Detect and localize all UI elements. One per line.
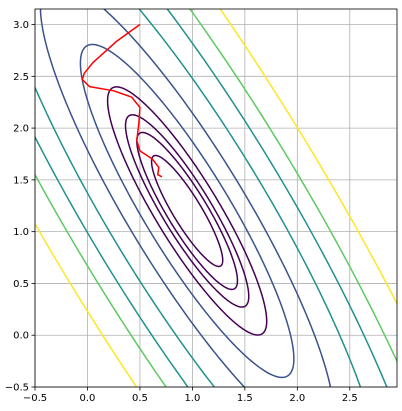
x-tick-label: 1.5 <box>237 393 253 404</box>
plot-frame <box>34 8 398 388</box>
y-axis: −0.5 0.0 0.5 1.0 1.5 2.0 2.5 3.0 <box>5 20 35 394</box>
data-series <box>81 23 163 178</box>
y-tick-label: 2.0 <box>13 124 29 135</box>
y-tick-label: 2.5 <box>13 72 29 83</box>
x-tick-label: 2.5 <box>342 393 358 404</box>
contour-level-line <box>150 154 224 268</box>
y-tick-label: 0.5 <box>13 279 29 290</box>
x-tick-label: 0.0 <box>80 393 96 404</box>
y-tick-label: −0.5 <box>5 383 29 394</box>
contour-level-line <box>136 131 239 291</box>
contour-level-line <box>35 9 362 387</box>
x-tick-label: 0.5 <box>132 393 148 404</box>
x-tick-label: 1.0 <box>184 393 200 404</box>
contour-level-line <box>124 114 250 308</box>
x-tick-label: −0.5 <box>23 393 47 404</box>
y-tick-label: 0.0 <box>13 331 29 342</box>
contour-level-line <box>106 86 268 336</box>
trajectory-line <box>81 23 163 178</box>
contour-level-line <box>79 43 295 379</box>
y-tick-label: 1.0 <box>13 227 29 238</box>
y-tick-label: 3.0 <box>13 20 29 31</box>
x-tick-label: 2.0 <box>289 393 305 404</box>
x-axis: −0.5 0.0 0.5 1.0 1.5 2.0 2.5 <box>23 387 358 404</box>
contour-level-line <box>39 9 332 387</box>
y-tick-label: 1.5 <box>13 175 29 186</box>
